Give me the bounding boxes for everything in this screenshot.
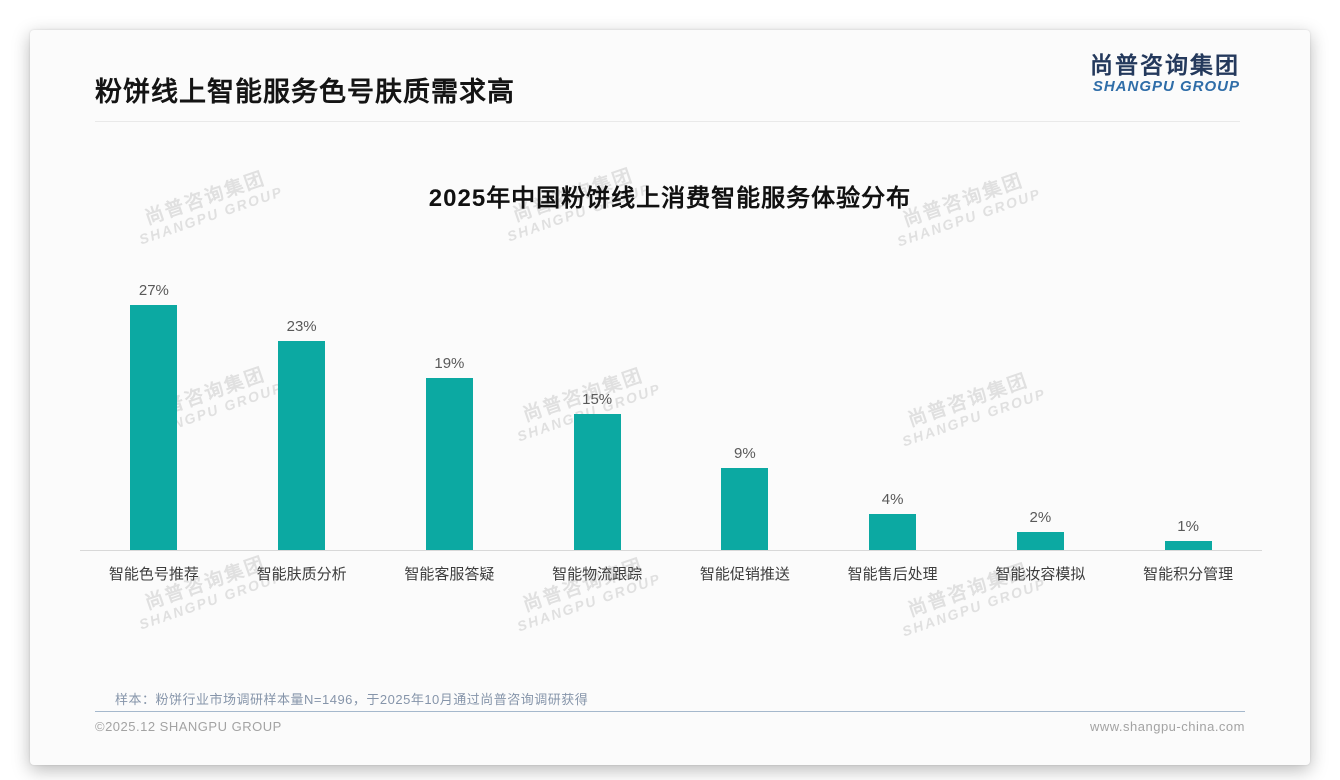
bar-slot: 15%	[523, 270, 671, 550]
bar-chart-plot-area: 27% 23% 19% 15% 9% 4% 2% 1%	[80, 270, 1262, 551]
bar-value-label: 4%	[881, 491, 904, 508]
copyright-text: ©2025.12 SHANGPU GROUP	[95, 719, 282, 734]
bar	[869, 514, 917, 550]
bar-slot: 9%	[671, 270, 819, 550]
category-label: 智能物流跟踪	[552, 566, 643, 583]
bar	[721, 468, 769, 550]
bar-chart-x-axis-labels: 智能色号推荐 智能肤质分析 智能客服答疑 智能物流跟踪 智能促销推送 智能售后处理 智能妆容…	[80, 563, 1262, 584]
page-title: 粉饼线上智能服务色号肤质需求高	[95, 77, 515, 107]
bar	[1164, 541, 1212, 550]
bar-value-label: 2%	[1029, 509, 1052, 526]
bar	[573, 414, 621, 550]
company-logo-english: SHANGPU GROUP	[1092, 78, 1240, 96]
bar-value-label: 15%	[582, 391, 613, 408]
company-logo-chinese: 尚普咨询集团	[1090, 52, 1240, 78]
watermark-line-cn: 尚普咨询集团	[905, 560, 1032, 622]
bar	[425, 378, 473, 550]
bar-slot: 27%	[80, 270, 228, 550]
bar	[130, 305, 178, 550]
bar-slot: 19%	[376, 270, 524, 550]
category-label: 智能妆容模拟	[995, 566, 1086, 583]
bar-value-label: 23%	[286, 318, 317, 335]
company-logo: 尚普咨询集团 SHANGPU GROUP	[1090, 52, 1240, 96]
category-label: 智能肤质分析	[256, 566, 347, 583]
bar-value-label: 9%	[734, 445, 756, 462]
category-label: 智能售后处理	[847, 566, 938, 583]
bar-value-label: 1%	[1177, 518, 1199, 535]
website-url: www.shangpu-china.com	[1089, 719, 1245, 734]
category-label: 智能积分管理	[1143, 566, 1234, 583]
sample-footnote: 样本：粉饼行业市场调研样本量N=1496，于2025年10月通过尚普咨询调研获得	[115, 692, 589, 707]
category-label: 智能客服答疑	[404, 566, 495, 583]
footer-divider	[95, 711, 1245, 712]
bar-value-label: 27%	[138, 282, 169, 299]
bar-slot: 2%	[967, 270, 1115, 550]
category-label: 智能色号推荐	[108, 566, 199, 583]
category-label: 智能促销推送	[699, 566, 790, 583]
bar-slot: 4%	[819, 270, 967, 550]
slide-card: 尚普咨询集团 SHANGPU GROUP 尚普咨询集团 SHANGPU GROUP 尚普…	[30, 30, 1310, 765]
watermark: 尚普咨询集团 SHANGPU GROUP	[484, 539, 686, 643]
bar	[1016, 532, 1064, 550]
chart-title: 2025年中国粉饼线上消费智能服务体验分布	[428, 185, 912, 212]
slide-footer: ©2025.12 SHANGPU GROUP www.shangpu-china…	[95, 719, 1245, 734]
slide-header: 粉饼线上智能服务色号肤质需求高 尚普咨询集团 SHANGPU GROUP	[95, 30, 1240, 122]
bar-value-label: 19%	[434, 355, 465, 372]
bar	[278, 341, 326, 550]
bar-slot: 23%	[228, 270, 376, 550]
bar-slot: 1%	[1114, 270, 1262, 550]
watermark: 尚普咨询集团 SHANGPU GROUP	[106, 537, 308, 641]
watermark: 尚普咨询集团 SHANGPU GROUP	[869, 544, 1071, 648]
